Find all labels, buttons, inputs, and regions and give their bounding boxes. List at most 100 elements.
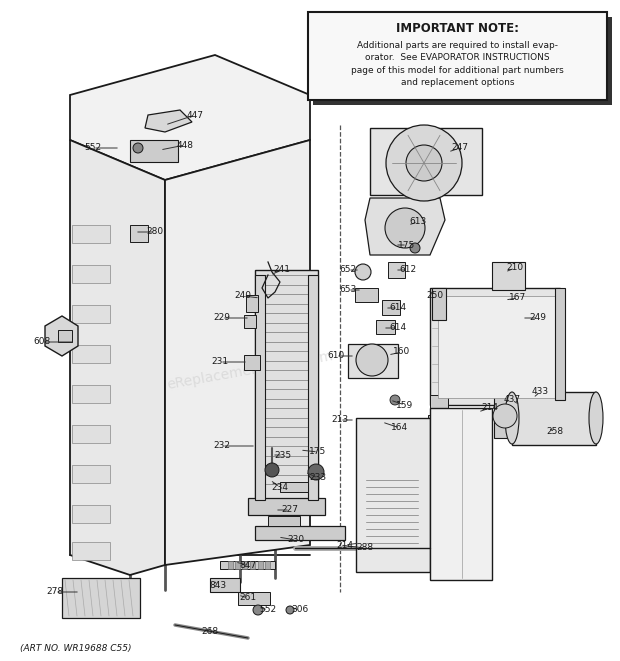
Bar: [512, 392, 596, 445]
Bar: [432, 288, 446, 320]
Polygon shape: [365, 198, 445, 255]
Bar: [255, 526, 345, 540]
Circle shape: [385, 208, 425, 248]
Bar: [246, 295, 258, 312]
Bar: [355, 288, 378, 302]
Bar: [255, 275, 265, 500]
Text: eReplacementParts.com: eReplacementParts.com: [166, 348, 334, 391]
Polygon shape: [145, 110, 192, 132]
Bar: [356, 418, 430, 572]
Polygon shape: [72, 265, 110, 283]
Circle shape: [493, 404, 517, 428]
Circle shape: [253, 605, 263, 615]
Text: 613: 613: [409, 217, 427, 227]
Text: 847: 847: [239, 561, 257, 570]
Polygon shape: [72, 225, 110, 243]
Text: 240: 240: [234, 292, 252, 301]
Bar: [255, 270, 318, 500]
Text: 213: 213: [332, 416, 348, 424]
Text: 241: 241: [273, 266, 291, 274]
Bar: [238, 592, 270, 605]
Text: 447: 447: [187, 110, 203, 120]
Polygon shape: [72, 505, 110, 523]
Polygon shape: [70, 55, 310, 180]
Bar: [62, 578, 140, 618]
Bar: [494, 395, 515, 438]
Bar: [428, 415, 450, 432]
Circle shape: [406, 145, 442, 181]
Text: 268: 268: [202, 627, 219, 637]
Bar: [130, 140, 178, 162]
Text: 234: 234: [272, 483, 288, 492]
Text: 210: 210: [507, 264, 523, 272]
Bar: [130, 225, 148, 242]
Text: (ART NO. WR19688 C55): (ART NO. WR19688 C55): [20, 644, 131, 652]
Polygon shape: [72, 425, 110, 443]
Text: 552: 552: [84, 143, 102, 153]
Text: 229: 229: [213, 313, 231, 323]
Text: 610: 610: [327, 352, 345, 360]
Bar: [370, 128, 482, 195]
Circle shape: [410, 243, 420, 253]
Bar: [388, 262, 405, 278]
Text: 280: 280: [146, 227, 164, 237]
Bar: [430, 395, 448, 415]
Bar: [220, 561, 275, 569]
Bar: [228, 561, 233, 569]
Text: 167: 167: [510, 293, 526, 303]
Text: 231: 231: [211, 358, 229, 366]
Text: 232: 232: [213, 442, 231, 451]
Text: 614: 614: [389, 303, 407, 313]
Text: 608: 608: [33, 338, 51, 346]
Bar: [430, 288, 560, 405]
Polygon shape: [72, 465, 110, 483]
Text: 233: 233: [309, 473, 327, 483]
Bar: [492, 262, 525, 290]
Text: Additional parts are required to install evap-
orator.  See EVAPORATOR INSTRUCTI: Additional parts are required to install…: [351, 41, 564, 87]
Polygon shape: [72, 345, 110, 363]
Bar: [58, 330, 72, 342]
Text: 433: 433: [531, 387, 549, 397]
Circle shape: [390, 395, 400, 405]
Bar: [555, 288, 565, 400]
Bar: [235, 561, 240, 569]
Bar: [308, 12, 607, 100]
Circle shape: [386, 125, 462, 201]
Polygon shape: [72, 542, 110, 560]
Bar: [242, 561, 247, 569]
Text: 164: 164: [391, 424, 409, 432]
Text: 278: 278: [46, 588, 64, 596]
Text: 552: 552: [259, 605, 277, 615]
Polygon shape: [45, 316, 78, 356]
Text: 653: 653: [339, 286, 356, 295]
Polygon shape: [70, 140, 165, 575]
Bar: [258, 561, 263, 569]
Text: 235: 235: [275, 451, 291, 459]
Bar: [250, 561, 255, 569]
Text: 306: 306: [291, 605, 309, 615]
Ellipse shape: [505, 392, 519, 444]
Text: 258: 258: [546, 428, 564, 436]
Text: 227: 227: [281, 506, 298, 514]
Text: 214: 214: [482, 403, 498, 412]
Text: 250: 250: [427, 290, 443, 299]
Bar: [348, 344, 398, 378]
Bar: [248, 498, 325, 515]
Text: 261: 261: [239, 594, 257, 602]
Circle shape: [265, 463, 279, 477]
Ellipse shape: [589, 392, 603, 444]
Polygon shape: [165, 140, 310, 565]
Text: 160: 160: [393, 348, 410, 356]
Text: 247: 247: [451, 143, 469, 153]
Bar: [244, 355, 260, 370]
Text: 288: 288: [356, 543, 374, 553]
Text: 612: 612: [399, 266, 417, 274]
Text: 448: 448: [177, 141, 193, 149]
Circle shape: [133, 143, 143, 153]
Bar: [382, 300, 400, 315]
Bar: [265, 561, 270, 569]
Text: 249: 249: [529, 313, 546, 323]
Bar: [308, 275, 318, 500]
Text: 214: 214: [337, 541, 353, 549]
Circle shape: [286, 606, 294, 614]
